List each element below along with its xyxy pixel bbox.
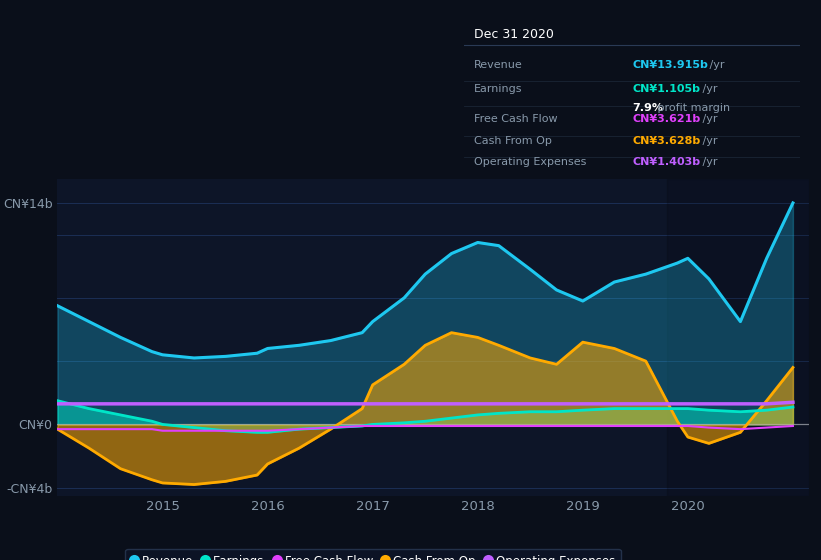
Text: Revenue: Revenue (474, 60, 523, 69)
Legend: Revenue, Earnings, Free Cash Flow, Cash From Op, Operating Expenses: Revenue, Earnings, Free Cash Flow, Cash … (125, 549, 621, 560)
Text: CN¥3.621b: CN¥3.621b (632, 114, 700, 124)
Text: 7.9%: 7.9% (632, 104, 663, 114)
Text: Cash From Op: Cash From Op (474, 136, 552, 146)
Text: /yr: /yr (699, 114, 718, 124)
Bar (667, 179, 809, 496)
Text: Free Cash Flow: Free Cash Flow (474, 114, 557, 124)
Text: CN¥13.915b: CN¥13.915b (632, 60, 708, 69)
Text: CN¥1.403b: CN¥1.403b (632, 157, 700, 167)
Text: Earnings: Earnings (474, 85, 522, 95)
Text: /yr: /yr (699, 136, 718, 146)
Text: Operating Expenses: Operating Expenses (474, 157, 586, 167)
Text: profit margin: profit margin (654, 104, 730, 114)
Text: Dec 31 2020: Dec 31 2020 (474, 29, 554, 41)
Text: /yr: /yr (699, 85, 718, 95)
Text: CN¥3.628b: CN¥3.628b (632, 136, 700, 146)
Text: CN¥1.105b: CN¥1.105b (632, 85, 700, 95)
Text: /yr: /yr (699, 157, 718, 167)
Text: /yr: /yr (706, 60, 725, 69)
